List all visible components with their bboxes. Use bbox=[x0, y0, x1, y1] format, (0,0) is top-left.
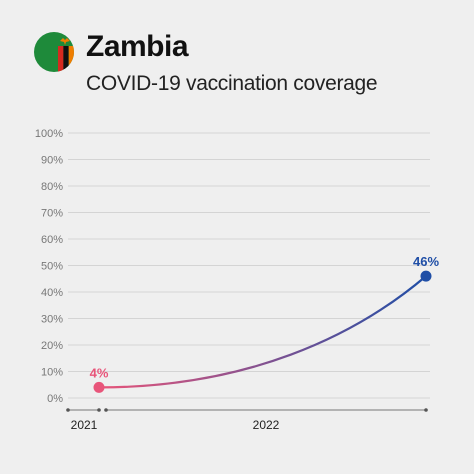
x-axis: 2021 2022 bbox=[66, 408, 428, 432]
y-tick-label: 100% bbox=[35, 128, 63, 140]
y-tick-label: 90% bbox=[41, 155, 63, 167]
x-tick-label: 2022 bbox=[253, 418, 280, 432]
x-tick-label: 2021 bbox=[71, 418, 98, 432]
grid-lines bbox=[68, 132, 430, 399]
x-axis-marker bbox=[424, 408, 428, 412]
y-tick-label: 20% bbox=[41, 340, 63, 352]
y-tick-label: 50% bbox=[41, 261, 63, 273]
series-layer: 4% 46% bbox=[90, 254, 439, 393]
data-point bbox=[420, 270, 432, 282]
y-tick-label: 40% bbox=[41, 287, 63, 299]
x-axis-marker bbox=[97, 408, 101, 412]
data-point bbox=[93, 381, 105, 393]
x-axis-marker bbox=[104, 408, 108, 412]
data-label: 46% bbox=[413, 254, 439, 269]
country-title: Zambia bbox=[86, 30, 189, 63]
chart-subtitle: COVID-19 vaccination coverage bbox=[86, 72, 378, 95]
chart-header: Zambia COVID-19 vaccination coverage bbox=[34, 28, 464, 108]
x-axis-marker bbox=[66, 408, 70, 412]
y-tick-label: 0% bbox=[47, 393, 63, 405]
y-axis-ticks: 0% 10% 20% 30% 40% 50% 60% 70% 80% 90% 100% bbox=[35, 128, 63, 405]
y-tick-label: 10% bbox=[41, 367, 63, 379]
y-tick-label: 70% bbox=[41, 208, 63, 220]
zambia-flag-icon bbox=[34, 32, 74, 72]
data-label: 4% bbox=[90, 365, 109, 380]
y-tick-label: 30% bbox=[41, 314, 63, 326]
y-tick-label: 80% bbox=[41, 181, 63, 193]
series-line bbox=[98, 275, 427, 389]
y-tick-label: 60% bbox=[41, 234, 63, 246]
